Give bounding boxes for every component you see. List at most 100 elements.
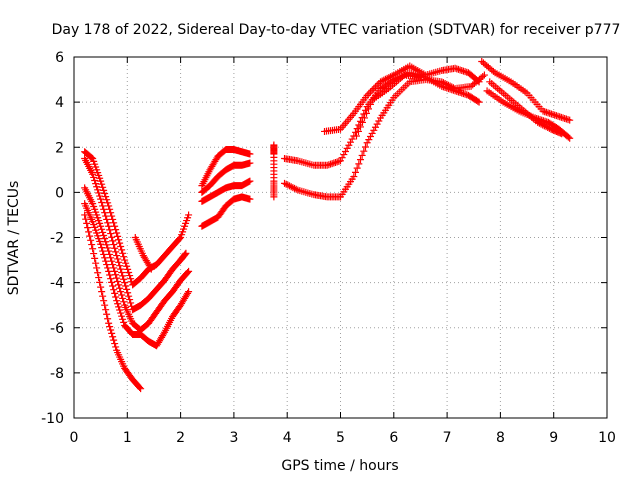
data-point: [107, 326, 115, 334]
data-point: [105, 319, 113, 327]
data-point: [102, 212, 110, 220]
data-point: [388, 72, 396, 80]
data-point: [118, 312, 126, 320]
data-point: [107, 275, 115, 283]
data-point: [438, 78, 446, 86]
data-point: [147, 265, 155, 273]
data-point: [340, 151, 348, 159]
data-point: [126, 296, 134, 304]
data-point: [352, 132, 360, 140]
data-point: [103, 215, 111, 223]
data-point: [284, 181, 292, 189]
x-tick-label: 2: [176, 430, 185, 446]
series-track-o: [352, 71, 424, 140]
x-tick-label: 5: [336, 430, 345, 446]
x-tick-label: 0: [70, 430, 79, 446]
y-tick-label: 2: [55, 140, 64, 156]
data-point: [120, 275, 128, 283]
data-point: [350, 173, 358, 181]
data-point: [93, 183, 101, 191]
series-track-b: [81, 155, 190, 314]
data-point: [292, 185, 300, 193]
data-point: [366, 88, 374, 96]
data-point: [116, 262, 124, 270]
x-tick-label: 1: [123, 430, 132, 446]
data-point: [348, 135, 356, 143]
data-point: [103, 261, 111, 269]
data-point: [119, 272, 127, 280]
data-point: [358, 151, 366, 159]
data-point: [99, 292, 107, 300]
data-point: [88, 154, 96, 162]
data-point: [109, 261, 117, 269]
x-axis-label: GPS time / hours: [281, 458, 398, 474]
data-point: [123, 285, 131, 293]
data-point: [127, 275, 135, 283]
data-point: [361, 143, 369, 151]
data-point: [124, 265, 132, 273]
data-point: [360, 114, 368, 122]
data-point: [356, 156, 364, 164]
data-point: [106, 271, 114, 279]
data-point: [124, 289, 132, 297]
data-point: [448, 83, 456, 91]
data-point: [111, 267, 119, 275]
data-point: [474, 97, 482, 105]
data-point: [106, 205, 114, 213]
data-point: [103, 310, 111, 318]
data-point: [117, 288, 125, 296]
data-point: [92, 259, 100, 267]
data-point: [376, 78, 384, 86]
data-point: [97, 195, 105, 203]
data-point: [110, 264, 118, 272]
x-tick-label: 6: [389, 430, 398, 446]
x-tick-label: 8: [496, 430, 505, 446]
data-point: [539, 121, 547, 129]
data-point: [90, 173, 98, 181]
data-point: [446, 82, 454, 90]
data-point: [160, 330, 168, 338]
data-point: [119, 249, 127, 257]
data-point: [534, 118, 542, 126]
data-point: [475, 98, 483, 106]
data-point: [113, 274, 121, 282]
data-point: [363, 139, 371, 147]
data-point: [95, 189, 103, 197]
data-point: [542, 123, 550, 131]
x-tick-label: 9: [549, 430, 558, 446]
data-point: [365, 90, 373, 98]
data-point: [287, 183, 295, 191]
axis-ticks: [73, 56, 608, 419]
data-point: [116, 239, 124, 247]
data-point: [90, 250, 98, 258]
data-points: [81, 58, 574, 393]
data-point: [370, 126, 378, 134]
data-point: [100, 297, 108, 305]
data-point: [117, 309, 125, 317]
data-point: [105, 247, 113, 255]
data-point: [118, 268, 126, 276]
data-point: [102, 306, 110, 314]
data-point: [119, 315, 127, 323]
y-tick-label: -6: [50, 321, 64, 337]
data-point: [361, 106, 369, 114]
data-point: [365, 136, 373, 144]
data-point: [106, 250, 114, 258]
data-point: [125, 268, 133, 276]
data-point: [185, 267, 193, 275]
series-track-c: [81, 184, 193, 334]
data-point: [113, 229, 121, 237]
data-point: [383, 74, 391, 82]
data-point: [110, 241, 118, 249]
data-point: [108, 329, 116, 337]
data-point: [88, 241, 96, 249]
data-point: [106, 323, 114, 331]
data-point: [108, 212, 116, 220]
x-tick-labels: 0 1 2 3 4 5 6 7 8 9 10: [70, 430, 616, 446]
x-tick-label: 10: [598, 430, 616, 446]
series-track-f: [131, 234, 155, 273]
data-point: [103, 196, 111, 204]
data-point: [113, 297, 121, 305]
data-point: [104, 199, 112, 207]
data-point: [111, 244, 119, 252]
